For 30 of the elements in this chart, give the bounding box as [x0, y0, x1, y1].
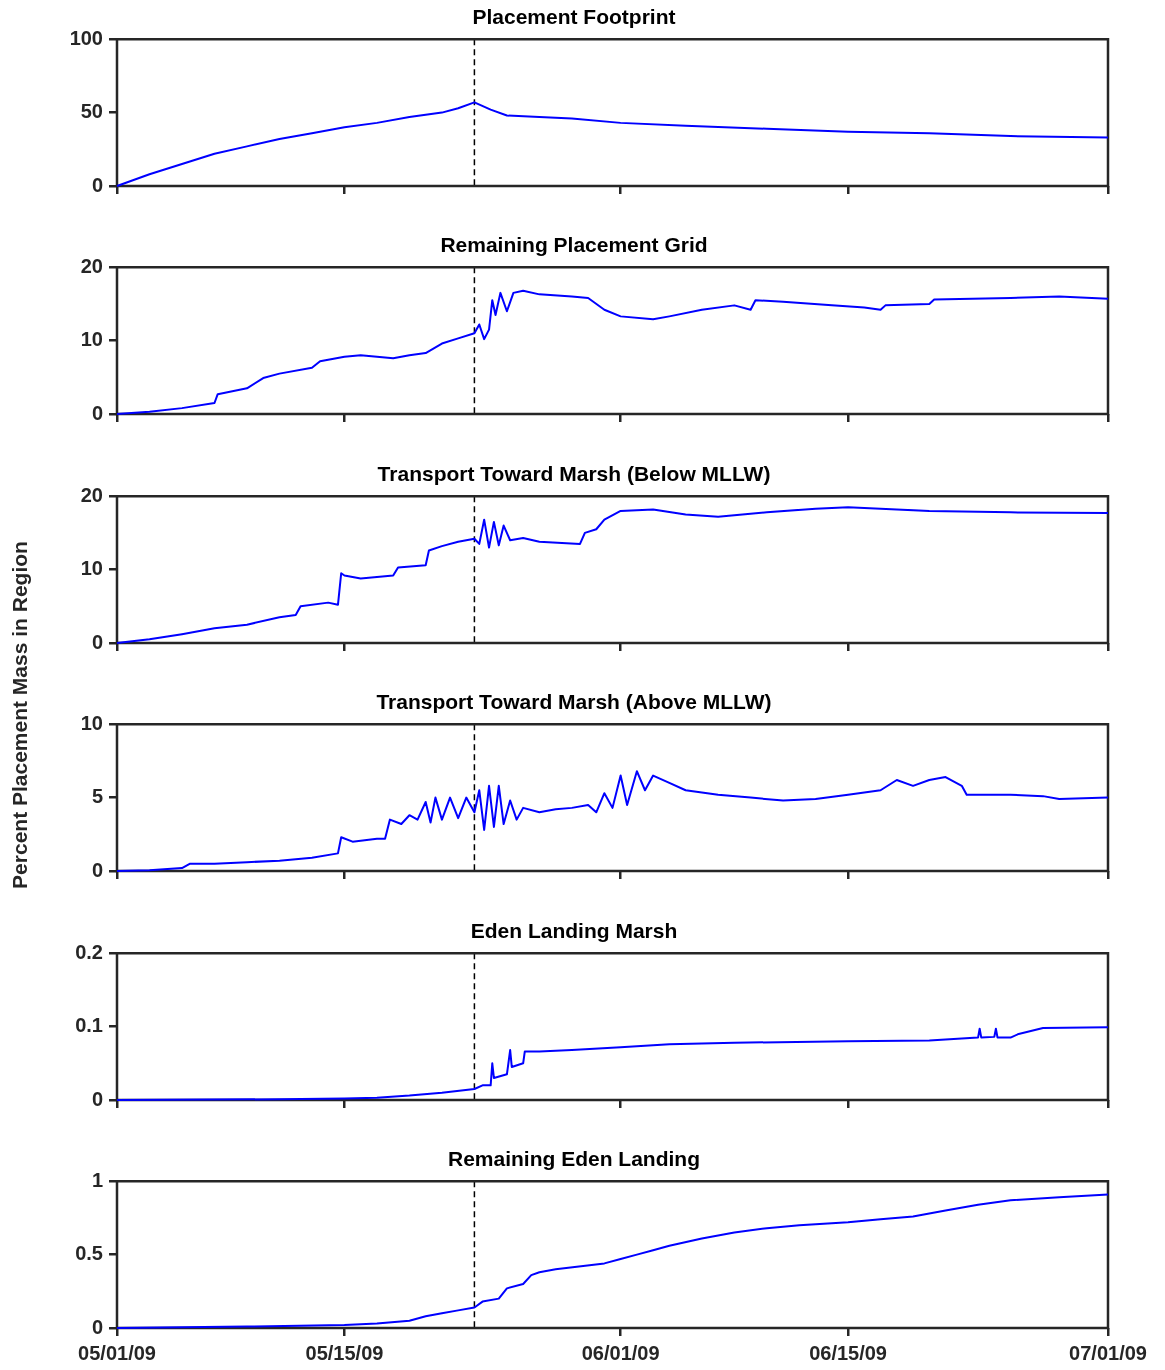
- y-tick-label: 0: [91, 173, 103, 196]
- y-tick-label: 50: [80, 100, 103, 123]
- y-tick-label: 1: [91, 1168, 103, 1191]
- chart-title: Transport Toward Marsh (Above MLLW): [376, 690, 772, 714]
- y-tick-label: 0: [91, 858, 103, 881]
- y-tick-label: 0.1: [75, 1014, 103, 1037]
- x-tick-label: 07/01/09: [1069, 1341, 1147, 1364]
- y-tick-label: 10: [80, 711, 103, 734]
- y-tick-label: 10: [80, 328, 103, 351]
- x-tick-label: 05/15/09: [305, 1341, 384, 1364]
- y-tick-label: 10: [80, 557, 103, 580]
- x-tick-label: 05/01/09: [78, 1341, 156, 1364]
- y-tick-label: 20: [80, 254, 103, 277]
- x-tick-label: 06/01/09: [581, 1341, 660, 1364]
- y-tick-label: 20: [80, 483, 103, 506]
- chart-title: Placement Footprint: [472, 5, 676, 29]
- y-tick-label: 0.5: [75, 1242, 103, 1265]
- chart-title: Eden Landing Marsh: [470, 919, 678, 943]
- chart-title: Remaining Placement Grid: [440, 233, 708, 257]
- y-tick-label: 0.2: [75, 940, 103, 963]
- y-tick-label: 0: [91, 630, 103, 653]
- y-tick-label: 0: [91, 1087, 103, 1110]
- chart-title: Transport Toward Marsh (Below MLLW): [377, 462, 771, 486]
- y-tick-label: 100: [69, 26, 103, 49]
- y-axis-title: Percent Placement Mass in Region: [8, 541, 32, 889]
- y-tick-label: 0: [91, 401, 103, 424]
- y-tick-label: 5: [91, 785, 103, 808]
- chart-title: Remaining Eden Landing: [447, 1147, 701, 1171]
- y-tick-label: 0: [91, 1315, 103, 1338]
- x-tick-label: 06/15/09: [809, 1341, 887, 1364]
